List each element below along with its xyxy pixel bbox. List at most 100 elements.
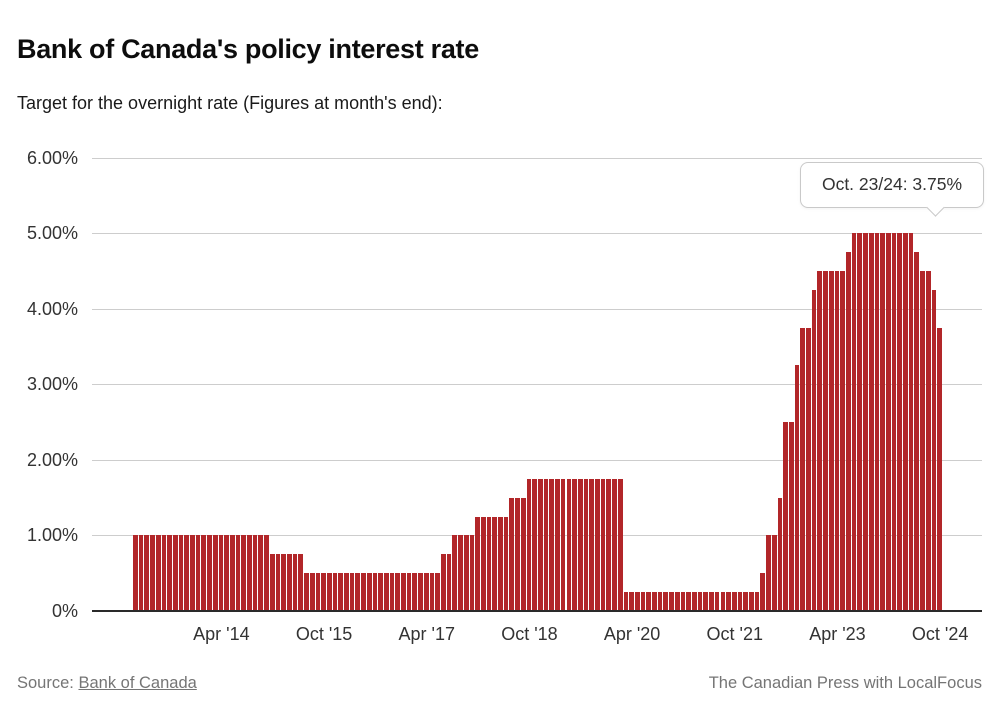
bar[interactable] — [383, 573, 389, 611]
bar[interactable] — [452, 535, 458, 611]
bar[interactable] — [634, 592, 640, 611]
bar[interactable] — [389, 573, 395, 611]
bar[interactable] — [566, 478, 572, 611]
bar[interactable] — [783, 422, 788, 611]
source-link[interactable]: Bank of Canada — [78, 674, 197, 692]
bar[interactable] — [623, 592, 629, 611]
bar[interactable] — [891, 233, 897, 611]
bar[interactable] — [224, 535, 229, 611]
bar[interactable] — [201, 535, 207, 611]
bar[interactable] — [190, 535, 195, 611]
bar[interactable] — [475, 516, 480, 611]
bar[interactable] — [897, 233, 903, 611]
bar[interactable] — [868, 233, 874, 611]
bar[interactable] — [355, 573, 361, 611]
bar[interactable] — [737, 592, 743, 611]
bar[interactable] — [806, 327, 811, 611]
bar[interactable] — [674, 592, 680, 611]
bar[interactable] — [435, 573, 440, 611]
bar[interactable] — [469, 535, 475, 611]
bar[interactable] — [640, 592, 646, 611]
bar[interactable] — [218, 535, 224, 611]
bar[interactable] — [731, 592, 737, 611]
bar[interactable] — [515, 497, 520, 611]
bar[interactable] — [423, 573, 429, 611]
bar[interactable] — [652, 592, 657, 611]
bar[interactable] — [184, 535, 190, 611]
bar[interactable] — [828, 270, 834, 611]
bar[interactable] — [880, 233, 885, 611]
bar[interactable] — [412, 573, 418, 611]
bar[interactable] — [492, 516, 498, 611]
bar[interactable] — [903, 233, 908, 611]
bar[interactable] — [292, 554, 298, 611]
bar[interactable] — [908, 233, 914, 611]
bar[interactable] — [766, 535, 771, 611]
bar[interactable] — [606, 478, 612, 611]
bar[interactable] — [823, 270, 828, 611]
bar[interactable] — [406, 573, 412, 611]
bar[interactable] — [332, 573, 338, 611]
bar[interactable] — [754, 592, 760, 611]
bar[interactable] — [595, 478, 600, 611]
bar[interactable] — [207, 535, 212, 611]
bar[interactable] — [537, 478, 543, 611]
bar[interactable] — [788, 422, 794, 611]
bar[interactable] — [663, 592, 669, 611]
bar[interactable] — [509, 497, 515, 611]
bar[interactable] — [726, 592, 731, 611]
bar[interactable] — [281, 554, 286, 611]
bar[interactable] — [326, 573, 332, 611]
bar[interactable] — [178, 535, 184, 611]
bar[interactable] — [441, 554, 446, 611]
bar[interactable] — [138, 535, 144, 611]
bar[interactable] — [583, 478, 589, 611]
bar[interactable] — [480, 516, 486, 611]
bar[interactable] — [212, 535, 218, 611]
bar[interactable] — [321, 573, 326, 611]
bar[interactable] — [691, 592, 697, 611]
bar[interactable] — [446, 554, 452, 611]
bar[interactable] — [834, 270, 840, 611]
bar[interactable] — [526, 478, 532, 611]
bar[interactable] — [885, 233, 891, 611]
bar[interactable] — [458, 535, 463, 611]
bar[interactable] — [195, 535, 201, 611]
bar[interactable] — [241, 535, 247, 611]
bar[interactable] — [338, 573, 344, 611]
bar[interactable] — [925, 270, 931, 611]
bar[interactable] — [937, 327, 942, 611]
bar[interactable] — [549, 478, 555, 611]
bar[interactable] — [720, 592, 726, 611]
bar[interactable] — [252, 535, 258, 611]
bar[interactable] — [167, 535, 172, 611]
bar[interactable] — [155, 535, 161, 611]
bar[interactable] — [395, 573, 401, 611]
bar[interactable] — [503, 516, 509, 611]
bar[interactable] — [914, 251, 920, 611]
bar[interactable] — [669, 592, 674, 611]
bar[interactable] — [304, 573, 309, 611]
bar[interactable] — [771, 535, 777, 611]
bar[interactable] — [646, 592, 652, 611]
bar[interactable] — [361, 573, 366, 611]
bar[interactable] — [572, 478, 577, 611]
bar[interactable] — [629, 592, 634, 611]
bar[interactable] — [150, 535, 155, 611]
bar[interactable] — [743, 592, 748, 611]
bar[interactable] — [144, 535, 150, 611]
bar[interactable] — [418, 573, 423, 611]
bar[interactable] — [298, 554, 304, 611]
bar[interactable] — [378, 573, 383, 611]
bar[interactable] — [309, 573, 315, 611]
bar[interactable] — [589, 478, 594, 611]
bar[interactable] — [172, 535, 178, 611]
bar[interactable] — [532, 478, 537, 611]
bar[interactable] — [247, 535, 252, 611]
bar[interactable] — [577, 478, 583, 611]
bar[interactable] — [857, 233, 863, 611]
bar[interactable] — [749, 592, 754, 611]
bar[interactable] — [840, 270, 845, 611]
bar[interactable] — [851, 233, 857, 611]
bar[interactable] — [560, 478, 566, 611]
